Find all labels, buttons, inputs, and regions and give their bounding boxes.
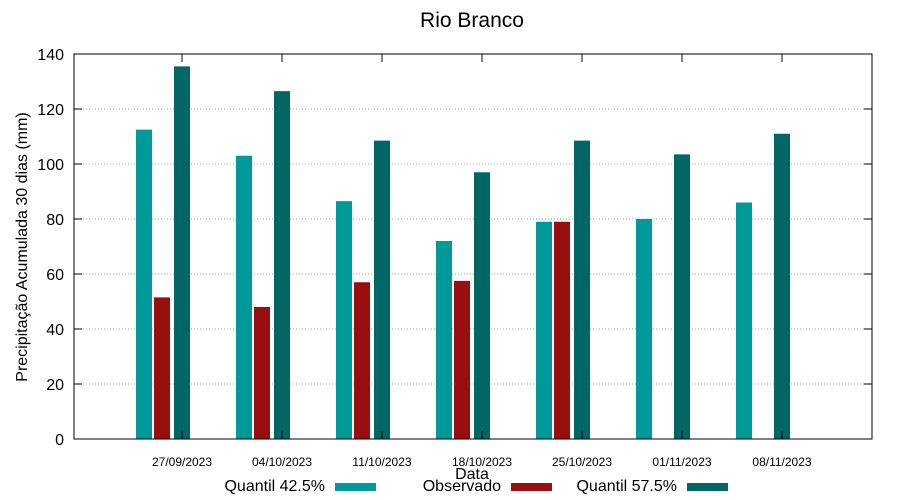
bar-quantil-57-5--3 xyxy=(474,172,490,439)
x-axis-label: Data xyxy=(455,466,489,483)
bar-quantil-57-5--1 xyxy=(274,91,290,439)
bar-quantil-42-5--0 xyxy=(136,129,152,439)
legend-label: Observado xyxy=(423,478,501,495)
bar-quantil-42-5--2 xyxy=(336,201,352,439)
y-tick-label: 80 xyxy=(46,212,64,229)
bars xyxy=(136,66,790,439)
x-tick-label: 11/10/2023 xyxy=(352,455,411,469)
y-tick-label: 140 xyxy=(37,47,64,64)
bar-observado-1 xyxy=(254,307,270,439)
bar-quantil-57-5--0 xyxy=(174,66,190,439)
bar-quantil-42-5--1 xyxy=(236,155,252,439)
y-tick-label: 100 xyxy=(37,157,64,174)
x-tick-label: 04/10/2023 xyxy=(252,455,312,469)
bar-quantil-57-5--5 xyxy=(674,154,690,439)
legend-label: Quantil 57.5% xyxy=(576,478,677,495)
grid-lines xyxy=(74,108,872,385)
x-tick-label: 27/09/2023 xyxy=(152,455,212,469)
legend-swatch xyxy=(511,483,552,491)
axis-ticks: 0 20 40 60 80 100 120 140 27/09/2023 04/10/2023 11… xyxy=(37,47,872,469)
bar-quantil-42-5--3 xyxy=(436,241,452,439)
x-tick-label: 01/11/2023 xyxy=(652,455,711,469)
legend-swatch xyxy=(335,483,376,491)
x-tick-label: 18/10/2023 xyxy=(452,455,512,469)
y-tick-label: 40 xyxy=(46,322,64,339)
bar-observado-3 xyxy=(454,280,470,439)
plot-frame xyxy=(73,53,873,440)
legend-label: Quantil 42.5% xyxy=(224,478,325,495)
bar-quantil-42-5--5 xyxy=(636,219,652,439)
bar-quantil-42-5--4 xyxy=(536,221,552,439)
legend-swatch xyxy=(687,483,728,491)
y-tick-label: 20 xyxy=(46,377,64,394)
y-axis-label: Precipitação Acumulada 30 dias (mm) xyxy=(14,112,31,381)
bar-observado-4 xyxy=(554,221,570,439)
y-tick-label: 120 xyxy=(37,102,64,119)
bar-observado-2 xyxy=(354,282,370,439)
x-tick-label: 25/10/2023 xyxy=(552,455,612,469)
y-tick-label: 0 xyxy=(55,432,64,449)
bar-quantil-57-5--4 xyxy=(574,140,590,439)
legend: Quantil 42.5% Observado Quantil 57.5% xyxy=(224,478,728,495)
y-tick-label: 60 xyxy=(46,267,64,284)
x-tick-label: 08/11/2023 xyxy=(752,455,811,469)
chart-title: Rio Branco xyxy=(420,9,524,32)
bar-quantil-57-5--6 xyxy=(774,133,790,439)
bar-quantil-42-5--6 xyxy=(736,202,752,439)
bar-observado-0 xyxy=(154,297,170,439)
bar-quantil-57-5--2 xyxy=(374,140,390,439)
